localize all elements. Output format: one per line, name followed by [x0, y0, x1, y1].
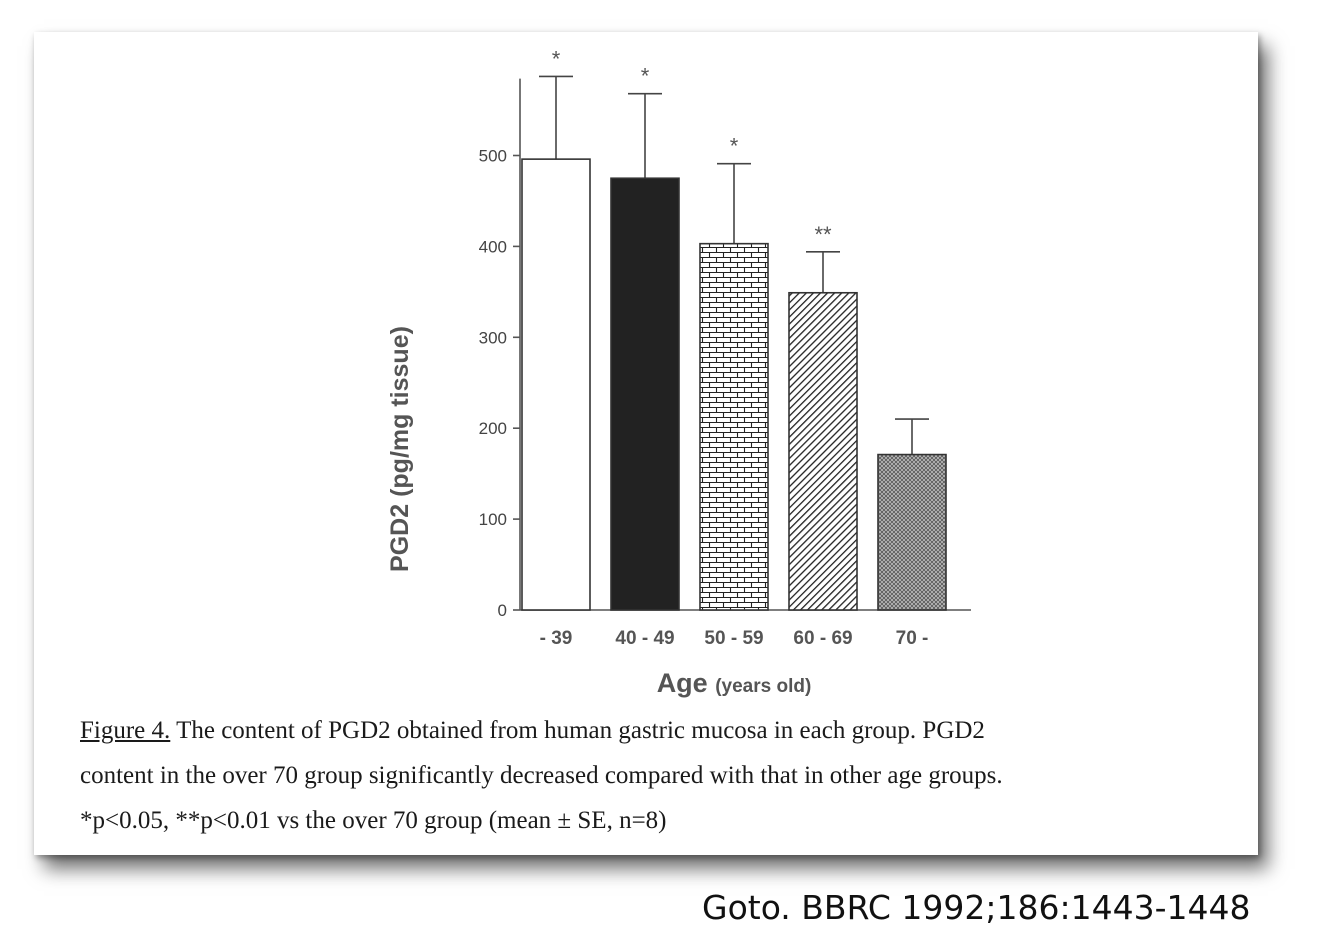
y-tick-label-100: 100: [479, 510, 507, 529]
x-tick-label-3: 60 - 69: [793, 628, 852, 649]
x-tick-label-2: 50 - 59: [704, 628, 763, 649]
caption-label: Figure 4.: [80, 717, 171, 744]
y-tick-label-200: 200: [479, 419, 507, 438]
y-tick-label-300: 300: [479, 328, 507, 347]
x-tick-label-1: 40 - 49: [615, 628, 674, 649]
figure-card: 0 100 200 300 400 500 * - 39 * 40 - 49 * 50 - 59 ** 6…: [34, 32, 1258, 855]
significance-mark-1: *: [641, 64, 650, 89]
y-tick-label-500: 500: [479, 147, 507, 166]
x-axis-title: Age (years old): [657, 668, 812, 698]
significance-mark-3: **: [814, 222, 832, 247]
bar-1: [610, 177, 680, 611]
significance-mark-2: *: [730, 134, 739, 159]
bar-chart: 0 100 200 300 400 500 * - 39 * 40 - 49 * 50 - 59 ** 6…: [386, 46, 971, 698]
figure-caption: Figure 4. The content of PGD2 obtained f…: [80, 708, 1240, 843]
bar-2: [699, 242, 769, 611]
caption-line-2: content in the over 70 group significant…: [80, 762, 1003, 789]
x-tick-label-0: - 39: [540, 628, 573, 649]
bar-0: [521, 158, 591, 611]
bar-4: [877, 453, 947, 611]
y-tick-label-0: 0: [498, 601, 507, 620]
labels: 0 100 200 300 400 500 * - 39 * 40 - 49 * 50 - 59 ** 6…: [386, 46, 928, 698]
caption-line-3: *p<0.05, **p<0.01 vs the over 70 group (…: [80, 807, 667, 834]
y-tick-label-400: 400: [479, 237, 507, 256]
bar-3: [788, 291, 858, 611]
significance-mark-0: *: [552, 46, 561, 71]
y-axis-title: PGD2 (pg/mg tissue): [386, 326, 414, 572]
x-tick-label-4: 70 -: [896, 628, 929, 649]
citation: Goto. BBRC 1992;186:1443-1448: [702, 888, 1251, 927]
bars: [521, 75, 947, 611]
caption-line-1: The content of PGD2 obtained from human …: [176, 717, 985, 744]
